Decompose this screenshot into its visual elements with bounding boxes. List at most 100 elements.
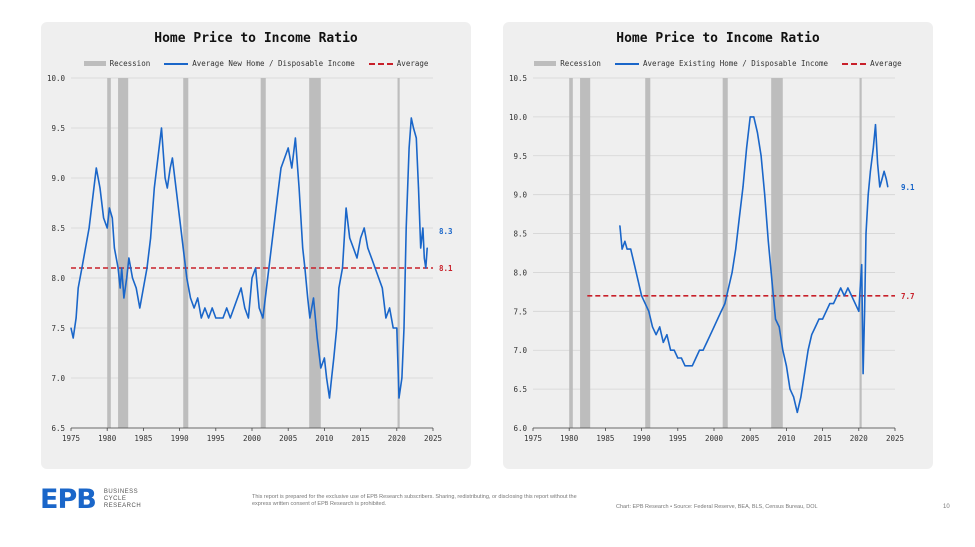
logo-subtitle: BUSINESS CYCLE RESEARCH (104, 489, 141, 510)
data-point (425, 267, 427, 269)
data-point (829, 302, 831, 305)
data-point (669, 349, 672, 351)
data-point (881, 178, 883, 180)
data-point (333, 357, 335, 359)
data-point (128, 257, 130, 259)
data-point (644, 302, 646, 305)
data-point (336, 327, 338, 329)
x-tick-label: 2025 (886, 434, 904, 443)
recession-band (569, 78, 573, 428)
data-point (135, 287, 137, 289)
x-tick-label: 2015 (352, 434, 370, 443)
data-point (356, 257, 358, 259)
data-point (363, 227, 365, 229)
data-point (655, 334, 657, 336)
data-point (742, 186, 744, 188)
data-point (415, 137, 417, 139)
page-number: 10 (943, 504, 950, 510)
data-point (113, 247, 116, 249)
data-point (771, 279, 773, 281)
average-label: 8.1 (439, 264, 453, 273)
data-point (756, 131, 759, 134)
data-point (680, 357, 683, 359)
data-point (633, 264, 635, 266)
data-point (720, 310, 722, 312)
recession-band (722, 78, 728, 428)
logo-sub-line: CYCLE (103, 496, 127, 502)
recession-band (397, 78, 400, 428)
data-point (659, 326, 661, 328)
recession-band (260, 78, 266, 428)
legend-label-series: Average Existing Home / Disposable Incom… (642, 59, 829, 68)
data-point (226, 307, 228, 309)
data-point (207, 317, 210, 319)
recession-band (771, 78, 783, 428)
legend-label-average: Average (870, 59, 902, 68)
legend-swatch-series (164, 62, 189, 65)
x-tick-label: 2010 (315, 434, 334, 443)
data-point (370, 257, 373, 259)
data-point (95, 167, 97, 169)
data-point (688, 365, 690, 367)
legend-label-recession: Recession (560, 59, 601, 68)
data-point (349, 237, 351, 239)
data-point (648, 310, 650, 312)
data-point (793, 396, 795, 398)
legend-swatch-recession (83, 61, 106, 66)
legend-item-series: Average New Home / Disposable Income (164, 59, 355, 68)
data-point (408, 147, 410, 149)
data-point (420, 247, 422, 249)
data-point (789, 388, 791, 390)
data-point (388, 307, 391, 309)
legend-item-series: Average Existing Home / Disposable Incom… (614, 59, 829, 68)
y-tick-label: 10.0 (47, 74, 66, 83)
data-point (316, 337, 318, 339)
x-tick-label: 2005 (741, 434, 759, 443)
data-point (859, 287, 861, 289)
data-point (637, 279, 639, 281)
y-tick-label: 8.5 (51, 224, 65, 233)
data-point (624, 240, 626, 242)
y-tick-label: 9.0 (513, 191, 527, 200)
data-point (836, 295, 838, 297)
data-point (200, 317, 202, 319)
data-point (735, 248, 737, 250)
y-tick-label: 7.5 (513, 307, 527, 316)
data-point (269, 257, 271, 259)
x-tick-label: 2000 (243, 434, 262, 443)
y-tick-label: 6.5 (513, 385, 527, 394)
data-point (283, 157, 286, 159)
data-point (258, 307, 260, 309)
x-tick-label: 1985 (596, 434, 614, 443)
data-point (403, 327, 405, 329)
data-point (745, 147, 748, 149)
data-point (273, 227, 275, 229)
recession-band (645, 78, 651, 428)
data-point (832, 302, 835, 305)
data-point (803, 372, 806, 375)
data-point (378, 277, 380, 279)
data-point (396, 327, 398, 329)
x-tick-label: 2000 (705, 434, 724, 443)
data-point (160, 127, 163, 129)
chart-svg-existing-home: 6.0 6.5 7.0 7.5 8.0 8.5 9.0 9.5 10.0 10.5 1975 1980… (509, 74, 915, 443)
data-point (126, 277, 128, 279)
data-point (320, 367, 322, 369)
legend-label-average: Average (396, 59, 429, 68)
data-point (405, 227, 407, 229)
data-point (131, 277, 134, 279)
data-point (108, 207, 110, 209)
data-point (367, 247, 369, 249)
data-point (727, 287, 730, 289)
y-tick-label: 10.5 (509, 74, 527, 83)
data-point (865, 232, 867, 235)
data-point (164, 177, 166, 179)
y-tick-label: 8.0 (51, 274, 65, 283)
legend-item-recession: Recession (534, 59, 601, 68)
data-point (182, 247, 184, 249)
last-value-label: 9.1 (901, 183, 915, 192)
y-tick-label: 7.0 (51, 374, 65, 383)
data-point (422, 227, 424, 229)
data-point (81, 267, 83, 269)
data-point (861, 264, 863, 266)
